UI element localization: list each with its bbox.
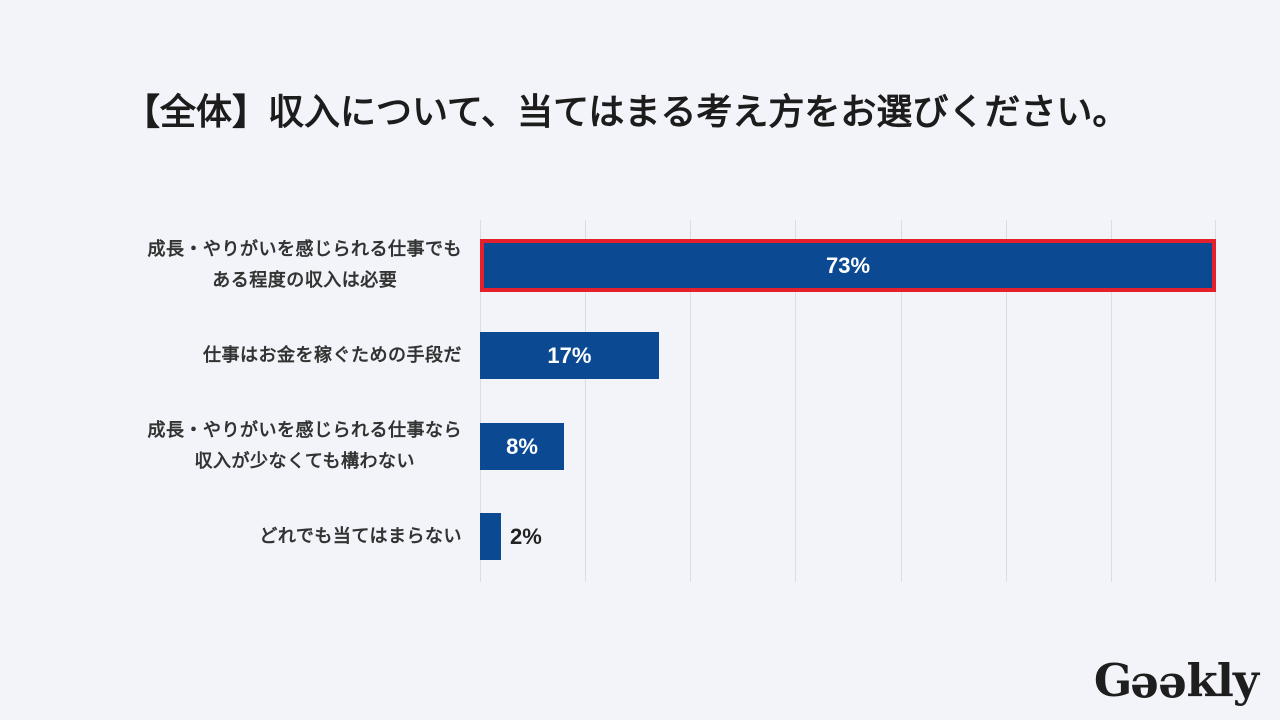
gridline (585, 220, 586, 582)
bar (480, 241, 1216, 289)
gridline (480, 220, 481, 582)
bar-value-label: 73% (825, 252, 871, 278)
category-label: どれでも当てはまらない (259, 526, 462, 548)
gridline (795, 220, 796, 582)
gridline (1111, 220, 1112, 582)
category-axis: 成長・やりがいを感じられる仕事でも ある程度の収入は必要仕事はお金を稼ぐための手… (80, 220, 462, 582)
highlight-outline (480, 238, 1216, 292)
category-row: 成長・やりがいを感じられる仕事なら 収入が少なくても構わない (80, 401, 462, 492)
bar-value-label: 17% (547, 343, 592, 369)
category-row: 仕事はお金を稼ぐための手段だ (80, 311, 462, 402)
bar-value-label: 8% (506, 433, 538, 459)
gridline (690, 220, 691, 582)
chart-title: 【全体】収入について、当てはまる考え方をお選びください。 (124, 92, 1129, 133)
plot-area: 73% 17% 8% 2% (480, 220, 1216, 582)
category-row: どれでも当てはまらない (80, 492, 462, 583)
category-label: 仕事はお金を稼ぐための手段だ (203, 345, 462, 367)
bar (480, 513, 502, 561)
gridline (901, 220, 902, 582)
category-label: 成長・やりがいを感じられる仕事でも ある程度の収入は必要 (147, 239, 462, 292)
gridline (1215, 220, 1216, 582)
category-row: 成長・やりがいを感じられる仕事でも ある程度の収入は必要 (80, 220, 462, 311)
gridline (1006, 220, 1007, 582)
bar (480, 332, 659, 380)
category-label: 成長・やりがいを感じられる仕事なら 収入が少なくても構わない (147, 420, 462, 473)
bar (480, 422, 565, 470)
bar-value-label: 2% (510, 524, 542, 550)
geekly-logo: Geekly (1093, 654, 1259, 716)
